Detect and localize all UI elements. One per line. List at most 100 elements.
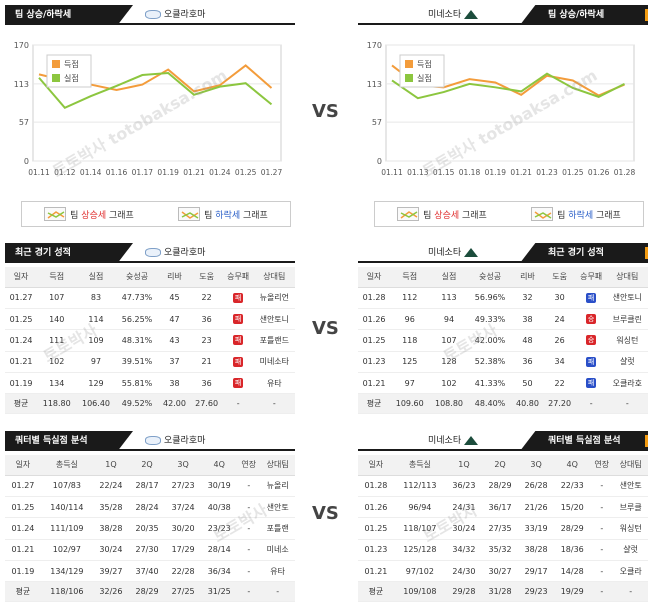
column-header: 2Q [481,455,519,476]
y-tick-label: 0 [377,157,382,166]
column-header: 1Q [92,455,129,476]
assists-cell: 36 [190,372,223,395]
opponent-cell: 오클라 [613,560,648,583]
rebounds-cell: 48 [511,329,544,352]
overtime-cell: - [237,539,261,562]
average-row: 평균 118/106 32/26 28/29 27/25 31/25- - [5,581,295,602]
accent-bar [645,247,648,259]
q3-cell: 30/20 [165,517,202,540]
q3-cell: 21/26 [518,496,555,519]
q2-cell: 37/40 [128,560,166,583]
rebounds-cell: 45 [158,287,191,309]
timberwolves-logo-icon [464,436,479,445]
assists-cell: 23 [190,329,223,352]
average-cell: - [606,393,648,415]
result-cell: 패 [575,351,607,374]
quarter-panel-left: 쿼터별 득실점 분석 오클라호마 일자 총득실 1Q 2Q 3Q 4Q 연장 상대팀 01.2… [5,431,295,602]
fg-pct-cell: 55.81% [115,372,159,395]
column-header: 슛성공 [468,267,512,288]
overtime-cell: - [590,517,614,540]
x-tick-label: 01.25 [562,168,584,177]
date-cell: 01.19 [5,560,41,583]
column-header: 상대팀 [260,455,295,476]
q4-cell: 15/20 [554,496,591,519]
x-tick-label: 01.21 [510,168,532,177]
overtime-cell: - [237,475,261,497]
rebounds-cell: 50 [511,372,544,395]
opponent-cell: 워싱턴 [606,329,648,352]
date-cell: 01.28 [358,287,391,309]
q1-cell: 34/32 [445,539,482,562]
result-badge: 패 [586,378,597,389]
average-cell: - [253,393,295,415]
opponent-cell: 샬럿 [613,539,648,562]
total-cell: 111/109 [40,517,93,540]
table-row: 01.26 96 94 49.33% 38 24 승 브루클린 [358,308,648,331]
recent-table-left: 일자 득점 실점 슛성공 리바 도움 승무패 상대팀 01.27 107 83 47.73% 45 22… [5,267,295,415]
table-row: 01.21 97 102 41.33% 50 22 패 오클라호 [358,372,648,395]
column-header: 총득실 [40,455,93,476]
date-cell: 01.25 [5,496,41,519]
q4-cell: 14/28 [554,560,591,583]
points-cell: 107 [37,287,77,309]
table-row: 01.25 140 114 56.25% 47 36 패 샌안토니 [5,308,295,331]
column-header: 일자 [358,455,394,476]
q3-cell: 37/24 [165,496,202,519]
total-cell: 140/114 [40,496,93,519]
opponent-cell: 워싱턴 [613,517,648,540]
average-cell: 42.00 [158,393,191,415]
column-header: 리바 [511,267,544,288]
trend-panel-right: 미네소타 팀 상승/하락세 0 57 113 170 01.11 01.13 01.15 01… [358,5,648,230]
date-cell: 01.21 [5,351,38,374]
result-badge: 승 [586,314,597,325]
total-cell: 112/113 [393,475,446,497]
legend-label: 득점 [64,59,79,69]
date-cell: 01.19 [5,372,38,395]
up-trend-graph-button[interactable]: 팀 상승세 그래프 [397,207,487,221]
vs-label-1: VS [312,101,339,122]
q4-cell: 40/38 [201,496,238,519]
opponent-cell: 포틀랜드 [253,329,295,352]
q3-cell: 26/28 [518,475,555,497]
q1-cell: 36/23 [445,475,482,497]
q4-cell: 28/29 [554,517,591,540]
assists-cell: 22 [190,287,223,309]
opponent-cell: 브루클린 [606,308,648,331]
team-name: 오클라호마 [145,243,205,263]
okc-logo-icon [145,10,161,19]
down-trend-graph-button[interactable]: 팀 하락세 그래프 [531,207,621,221]
average-cell: 29/28 [445,581,482,602]
overtime-cell: - [590,539,614,562]
date-cell: 01.28 [358,475,394,497]
q2-cell: 20/35 [128,517,166,540]
date-cell: 01.26 [358,496,394,519]
q4-cell: 18/36 [554,539,591,562]
recent-panel-right: 미네소타 최근 경기 성적 일자 득점 실점 슛성공 리바 도움 승무패 상대팀 01.28 1… [358,243,648,415]
overtime-cell: - [237,517,261,540]
table-row: 01.27 107/83 22/24 28/17 27/23 30/19- 뉴올리 [5,475,295,497]
allowed-cell: 109 [76,329,116,352]
x-tick-label: 01.26 [588,168,610,177]
up-trend-graph-button[interactable]: 팀 상승세 그래프 [44,207,134,221]
q2-cell: 28/29 [481,475,519,497]
average-cell: 29/23 [518,581,555,602]
average-cell: 31/25 [201,581,238,602]
average-cell: 19/29 [554,581,591,602]
fg-pct-cell: 56.96% [468,287,512,309]
assists-cell: 24 [543,308,576,331]
result-badge: 승 [586,335,597,346]
table-row: 01.19 134 129 55.81% 38 36 패 유타 [5,372,295,395]
table-row: 01.28 112 113 56.96% 32 30 패 샌안토니 [358,287,648,309]
rebounds-cell: 36 [511,351,544,374]
allowed-cell: 128 [429,351,469,374]
x-tick-label: 01.16 [106,168,128,177]
legend-label: 실점 [417,73,432,83]
column-header: 승무패 [575,267,607,288]
table-row: 01.21 102/97 30/24 27/30 17/29 28/14- 미네소 [5,539,295,562]
down-trend-graph-button[interactable]: 팀 하락세 그래프 [178,207,268,221]
average-cell: 27.20 [543,393,576,415]
overtime-cell: - [237,496,261,519]
points-cell: 140 [37,308,77,331]
q3-cell: 33/19 [518,517,555,540]
q3-cell: 27/23 [165,475,202,497]
